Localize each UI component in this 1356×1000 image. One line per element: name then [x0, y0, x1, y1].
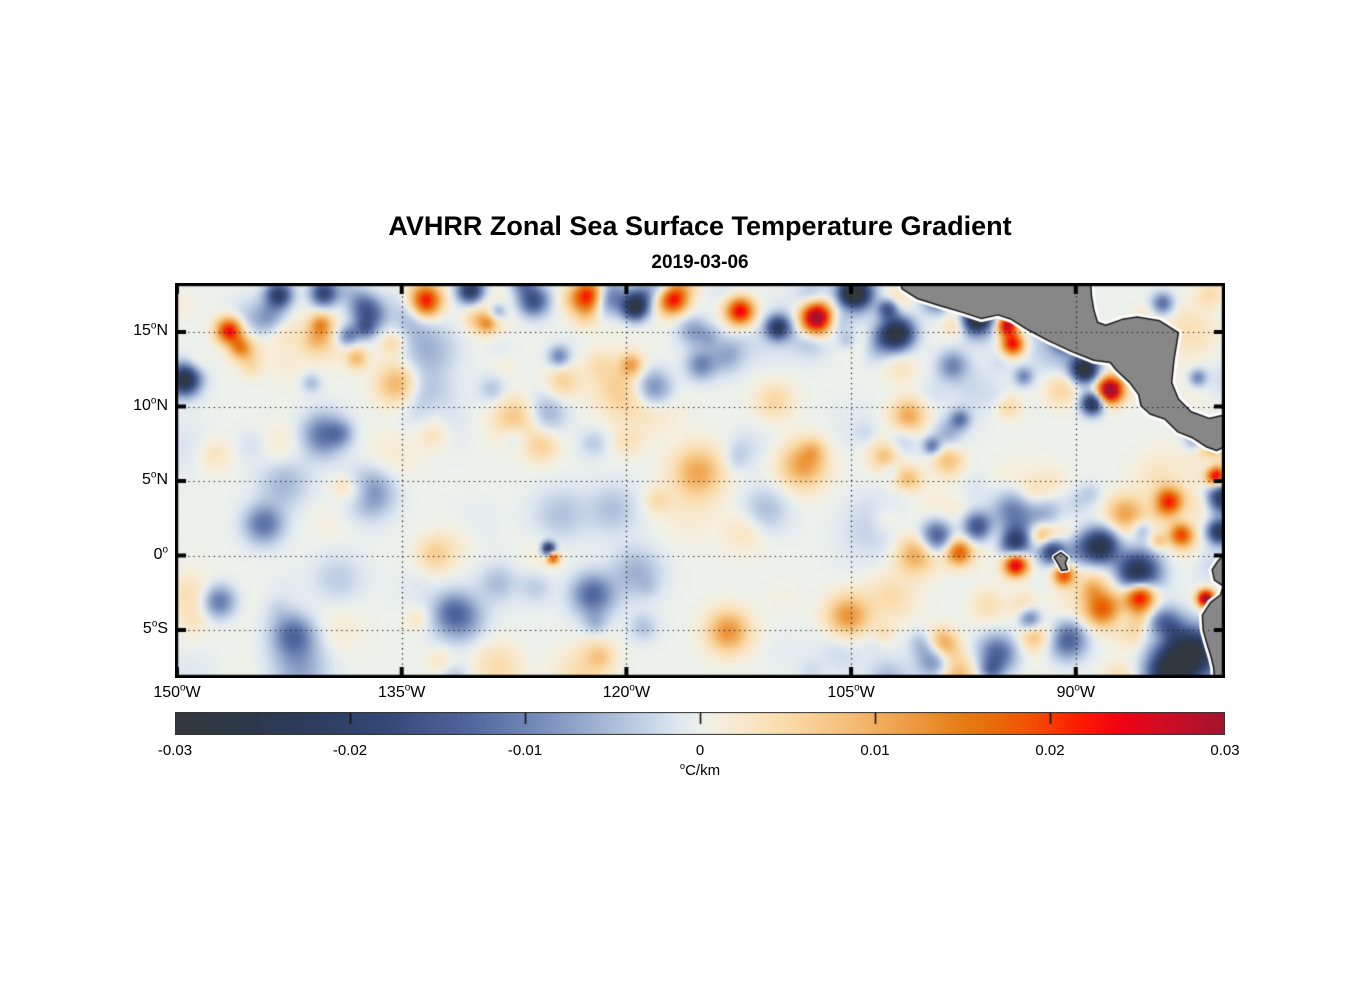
degree-symbol: o: [1074, 682, 1080, 694]
degree-symbol: o: [150, 469, 157, 481]
hemisphere-letter: W: [410, 684, 426, 701]
colorbar-tick-label: 0.02: [1035, 742, 1065, 759]
tick-number: 135: [378, 684, 405, 701]
degree-symbol: o: [629, 682, 635, 694]
degree-symbol: o: [150, 395, 157, 407]
hemisphere-letter: W: [859, 684, 875, 701]
degree-symbol: o: [151, 618, 158, 630]
colorbar-canvas: [175, 712, 1225, 735]
lon-tick-label: 90oW: [1028, 682, 1124, 702]
tick-number: 90: [1056, 684, 1075, 701]
hemisphere-letter: W: [185, 684, 201, 701]
hemisphere-letter: W: [634, 684, 651, 701]
lat-tick-label: 10oN: [92, 395, 168, 415]
lat-tick-label: 15oN: [92, 320, 168, 340]
colorbar-tick-label: -0.01: [507, 742, 543, 759]
lon-tick-label: 105oW: [803, 682, 899, 702]
lat-tick-label: 0o: [92, 544, 168, 564]
date-subtitle: 2019-03-06: [651, 252, 749, 273]
tick-number: 0: [153, 545, 163, 563]
degree-symbol: o: [150, 320, 157, 332]
page-title: AVHRR Zonal Sea Surface Temperature Grad…: [388, 211, 1012, 241]
colorbar-tick-label: -0.02: [332, 742, 368, 759]
degree-symbol: o: [679, 761, 686, 771]
lon-tick-label: 135oW: [354, 682, 450, 702]
lat-tick-label: 5oS: [92, 618, 168, 638]
units-text: C/km: [685, 762, 721, 779]
hemisphere-letter: N: [156, 471, 168, 488]
colorbar-tick-label: -0.03: [157, 742, 193, 759]
degree-symbol: o: [162, 544, 168, 556]
tick-number: 105: [827, 684, 855, 701]
degree-symbol: o: [180, 682, 186, 694]
tick-number: 15: [133, 322, 151, 339]
hemisphere-letter: N: [156, 322, 168, 339]
tick-number: 120: [602, 684, 630, 701]
colorbar-tick-label: 0.01: [860, 742, 890, 759]
map-canvas: [175, 283, 1225, 678]
colorbar-tick-label: 0: [695, 742, 705, 759]
hemisphere-letter: S: [157, 620, 168, 637]
colorbar-tick-label: 0.03: [1210, 742, 1240, 759]
tick-number: 10: [133, 396, 151, 414]
lon-tick-label: 150oW: [129, 682, 225, 702]
hemisphere-letter: N: [156, 396, 168, 414]
lat-tick-label: 5oN: [92, 469, 168, 489]
tick-number: 150: [153, 684, 181, 701]
tick-number: 5: [142, 620, 152, 637]
degree-symbol: o: [854, 682, 860, 694]
lon-tick-label: 120oW: [578, 682, 674, 702]
degree-symbol: o: [404, 682, 411, 694]
colorbar-units-label: oC/km: [630, 761, 770, 780]
tick-number: 5: [142, 471, 151, 488]
hemisphere-letter: W: [1079, 684, 1095, 701]
